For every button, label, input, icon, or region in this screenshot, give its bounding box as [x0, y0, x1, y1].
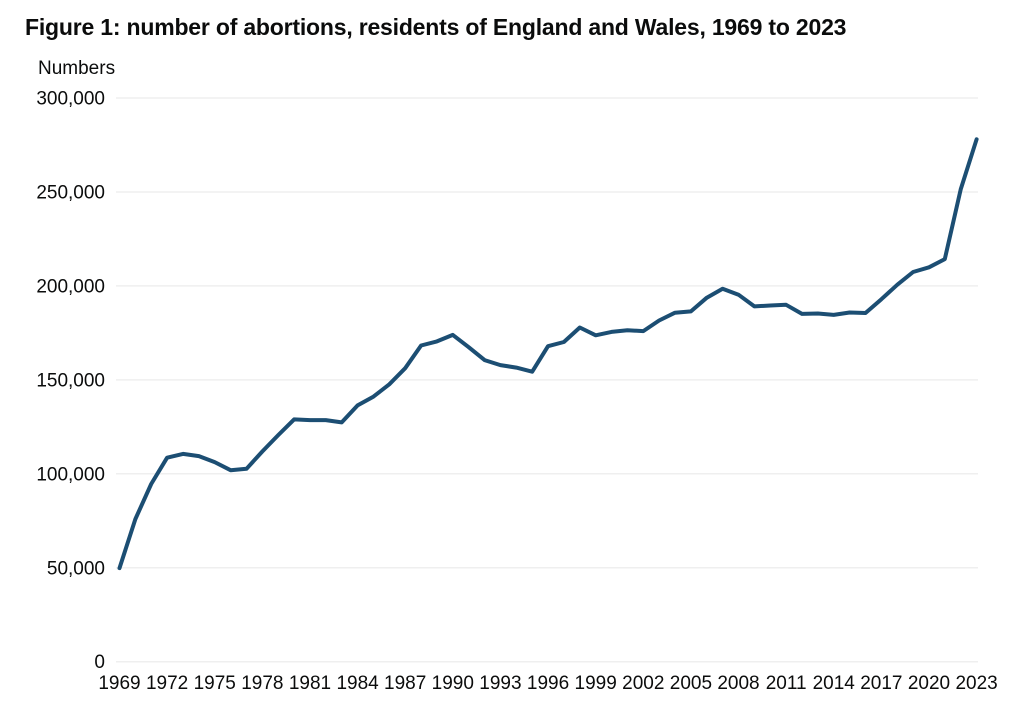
y-tick-label: 200,000	[36, 276, 105, 297]
x-tick-label: 2014	[813, 673, 856, 694]
x-tick-label: 2011	[766, 673, 807, 694]
y-tick-label: 0	[94, 652, 105, 673]
figure-title: Figure 1: number of abortions, residents…	[25, 14, 847, 40]
x-tick-label: 1972	[146, 673, 188, 694]
y-tick-label: 250,000	[36, 182, 105, 203]
x-tick-label: 2002	[622, 673, 664, 694]
x-tick-label: 2008	[717, 673, 759, 694]
y-tick-label: 100,000	[36, 464, 105, 485]
x-tick-label: 1993	[479, 673, 521, 694]
x-tick-label: 1987	[384, 673, 426, 694]
y-tick-label: 150,000	[36, 370, 105, 391]
y-axis-unit-label: Numbers	[38, 58, 116, 79]
x-tick-label: 2005	[670, 673, 712, 694]
y-tick-label: 300,000	[36, 89, 105, 110]
x-tick-label: 1975	[194, 673, 236, 694]
x-tick-label: 2017	[860, 673, 902, 694]
x-tick-label: 2023	[955, 673, 997, 694]
x-tick-label: 1969	[98, 673, 140, 694]
abortions-line-series	[117, 137, 979, 571]
x-tick-label: 1999	[575, 673, 617, 694]
y-tick-label: 50,000	[47, 558, 105, 579]
x-tick-label: 1996	[527, 673, 569, 694]
x-tick-label: 1981	[289, 673, 331, 694]
x-tick-label: 1990	[432, 673, 474, 694]
x-tick-label: 1978	[241, 673, 283, 694]
x-tick-label: 2020	[908, 673, 950, 694]
x-tick-label: 1984	[336, 673, 379, 694]
